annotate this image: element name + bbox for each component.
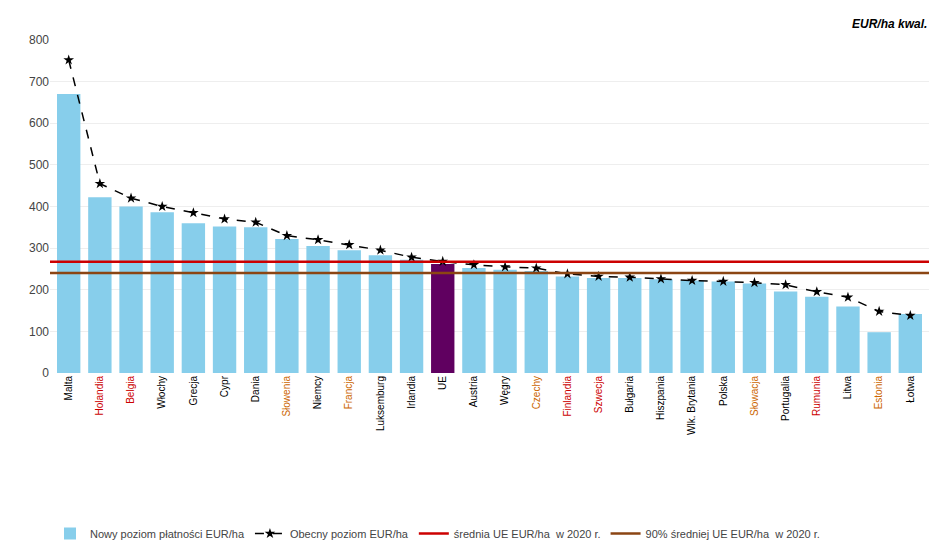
svg-text:Polska: Polska bbox=[718, 376, 729, 406]
svg-text:400: 400 bbox=[29, 200, 49, 214]
svg-text:700: 700 bbox=[29, 75, 49, 89]
svg-text:Austria: Austria bbox=[468, 376, 479, 408]
svg-text:90% średniej UE EUR/ha w 2020: 90% średniej UE EUR/ha w 2020 r. bbox=[646, 528, 820, 540]
svg-text:Hiszpania: Hiszpania bbox=[655, 376, 666, 420]
svg-text:0: 0 bbox=[42, 366, 49, 380]
svg-text:Malta: Malta bbox=[63, 376, 74, 401]
svg-text:600: 600 bbox=[29, 116, 49, 130]
svg-text:Grecja: Grecja bbox=[188, 376, 199, 406]
svg-text:Litwa: Litwa bbox=[842, 376, 853, 400]
svg-text:Obecny poziom EUR/ha: Obecny poziom EUR/ha bbox=[290, 528, 409, 540]
svg-text:Irlandia: Irlandia bbox=[406, 376, 417, 409]
svg-text:Bułgaria: Bułgaria bbox=[624, 376, 635, 413]
svg-text:Łotwa: Łotwa bbox=[905, 376, 916, 403]
svg-text:UE: UE bbox=[437, 376, 448, 390]
svg-text:100: 100 bbox=[29, 325, 49, 339]
svg-text:Słowacja: Słowacja bbox=[749, 376, 760, 416]
svg-text:Szwecja: Szwecja bbox=[593, 376, 604, 414]
svg-text:Wlk. Brytania: Wlk. Brytania bbox=[686, 376, 697, 435]
svg-text:Finlandia: Finlandia bbox=[562, 376, 573, 417]
svg-text:Luksemburg: Luksemburg bbox=[375, 376, 386, 431]
svg-text:EUR/ha kwal.: EUR/ha kwal. bbox=[852, 17, 927, 31]
svg-text:Niemcy: Niemcy bbox=[312, 376, 323, 409]
svg-text:Cypr: Cypr bbox=[219, 375, 230, 397]
svg-text:Francja: Francja bbox=[343, 376, 354, 410]
svg-text:Węgry: Węgry bbox=[499, 376, 510, 405]
svg-text:800: 800 bbox=[29, 33, 49, 47]
svg-text:Nowy poziom płatności EUR/ha: Nowy poziom płatności EUR/ha bbox=[90, 528, 245, 540]
svg-text:średnia UE EUR/ha w 2020 r.: średnia UE EUR/ha w 2020 r. bbox=[454, 528, 601, 540]
svg-text:300: 300 bbox=[29, 241, 49, 255]
svg-text:Holandia: Holandia bbox=[94, 376, 105, 416]
svg-text:Portugalia: Portugalia bbox=[780, 376, 791, 421]
svg-text:500: 500 bbox=[29, 158, 49, 172]
svg-text:Słowenia: Słowenia bbox=[281, 376, 292, 417]
svg-text:Belgia: Belgia bbox=[125, 376, 136, 404]
svg-text:Estonia: Estonia bbox=[873, 376, 884, 410]
svg-text:Czechy: Czechy bbox=[531, 376, 542, 409]
svg-text:Dania: Dania bbox=[250, 376, 261, 403]
svg-text:Rumunia: Rumunia bbox=[811, 376, 822, 416]
svg-text:200: 200 bbox=[29, 283, 49, 297]
svg-text:Włochy: Włochy bbox=[156, 376, 167, 409]
